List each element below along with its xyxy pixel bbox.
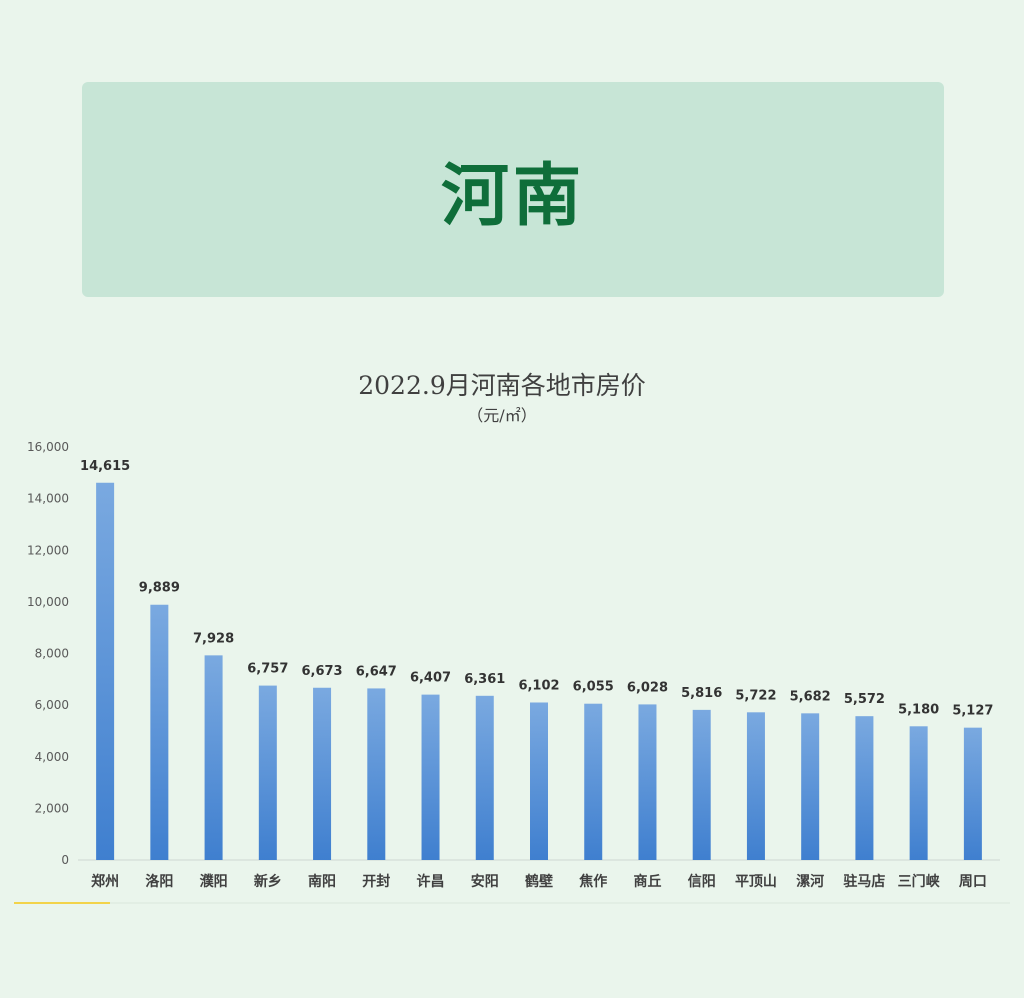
x-tick-label: 许昌 [417, 873, 445, 890]
bar [909, 726, 928, 860]
x-axis-tick-labels: 郑州 洛阳 濮阳 新乡 南阳 开封 许昌 安阳 鹤壁 焦作 商丘 信阳 平顶山 漯河 驻马店 三门峡 周口 [91, 873, 987, 890]
data-label: 14,615 [80, 459, 130, 474]
x-tick-label: 濮阳 [200, 873, 228, 890]
x-tick-label: 新乡 [254, 873, 282, 890]
bar [367, 688, 386, 860]
data-label: 6,647 [356, 664, 397, 679]
x-tick-label: 南阳 [308, 873, 336, 890]
data-label: 6,757 [247, 662, 288, 677]
data-label: 5,816 [681, 686, 722, 701]
x-tick-label: 焦作 [578, 873, 607, 890]
y-tick-label: 14,000 [27, 492, 69, 506]
bar [313, 687, 332, 860]
x-tick-label: 郑州 [91, 873, 119, 890]
bar [963, 727, 982, 860]
banner-title: 河南 [440, 157, 585, 236]
data-label: 6,407 [410, 671, 451, 686]
y-tick-label: 12,000 [27, 543, 69, 557]
y-tick-label: 10,000 [27, 595, 69, 609]
data-label: 5,572 [844, 692, 885, 707]
x-tick-label: 洛阳 [145, 873, 173, 890]
data-label: 5,722 [735, 688, 776, 703]
x-tick-label: 开封 [362, 873, 390, 890]
x-tick-label: 平顶山 [735, 874, 777, 890]
data-label: 5,180 [898, 702, 939, 717]
bar [855, 716, 874, 860]
y-tick-label: 2,000 [35, 801, 69, 815]
bar [475, 695, 494, 860]
x-tick-label: 周口 [959, 874, 987, 890]
chart-title: 2022.9月河南各地市房价 [358, 371, 646, 400]
y-axis: 0 2,000 4,000 6,000 8,000 10,000 12,000 14,000 1… [27, 440, 69, 867]
title-banner: 河南 [82, 82, 944, 297]
x-tick-label: 三门峡 [898, 873, 941, 890]
y-tick-label: 6,000 [35, 698, 69, 712]
data-label: 5,127 [952, 704, 993, 719]
y-tick-label: 0 [61, 853, 69, 867]
bar [96, 482, 115, 860]
bar [801, 713, 820, 860]
bar [150, 604, 169, 860]
data-label: 7,928 [193, 631, 234, 646]
x-tick-label: 商丘 [633, 873, 661, 890]
x-tick-label: 驻马店 [843, 873, 885, 890]
bar [638, 704, 657, 860]
data-labels: 14,615 9,889 7,928 6,757 6,673 6,647 6,407 6,36… [80, 459, 993, 719]
data-label: 6,673 [301, 664, 342, 679]
bar [530, 702, 548, 860]
x-tick-label: 信阳 [688, 873, 716, 890]
bar [421, 694, 440, 860]
bar [584, 703, 603, 860]
y-tick-label: 16,000 [27, 440, 69, 454]
bar [692, 709, 711, 860]
x-tick-label: 鹤壁 [525, 873, 553, 890]
data-label: 9,889 [139, 581, 180, 596]
y-tick-label: 8,000 [35, 647, 69, 661]
x-tick-label: 安阳 [471, 873, 499, 890]
bar [204, 655, 223, 860]
data-label: 5,682 [790, 689, 831, 704]
bars [96, 482, 982, 860]
x-tick-label: 漯河 [796, 873, 824, 890]
bar [258, 685, 277, 860]
data-label: 6,102 [518, 678, 559, 693]
data-label: 6,028 [627, 680, 668, 695]
data-label: 6,055 [573, 680, 614, 695]
data-label: 6,361 [464, 672, 505, 687]
bar [746, 712, 765, 860]
y-tick-label: 4,000 [35, 750, 69, 764]
chart-subtitle: （元/㎡） [467, 406, 537, 425]
